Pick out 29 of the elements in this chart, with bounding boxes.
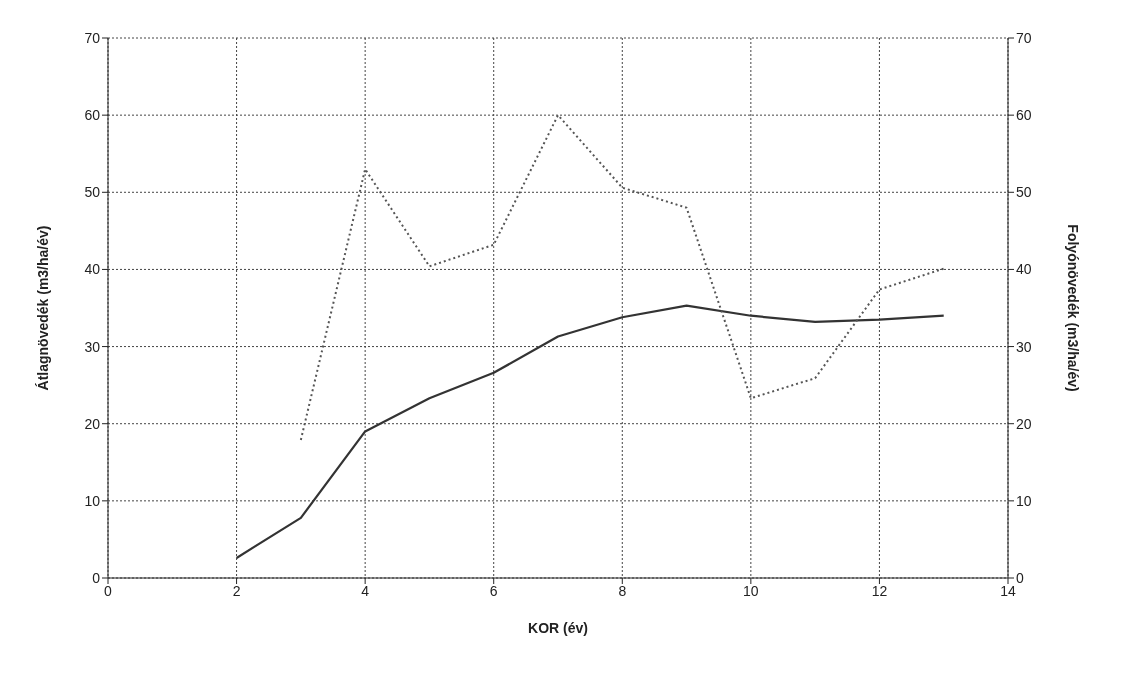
- x-tick-label: 0: [104, 582, 113, 599]
- y2-tick-label: 0: [1016, 569, 1024, 586]
- y2-tick-label: 50: [1016, 184, 1032, 201]
- x-tick-label: 10: [743, 582, 759, 599]
- y-tick-label: 0: [92, 569, 101, 586]
- y-tick-label: 60: [84, 107, 101, 124]
- y-tick-label: 20: [84, 415, 101, 432]
- x-tick-label: 12: [871, 582, 888, 599]
- y-tick-label: 40: [84, 261, 101, 278]
- y-tick-label: 10: [84, 492, 101, 509]
- line-series: [299, 114, 945, 441]
- y2-tick-label: 60: [1016, 107, 1032, 124]
- y-axis-title: Átlagnövedék (m3/ha/év): [34, 225, 51, 391]
- x-tick-label: 8: [618, 582, 627, 599]
- y2-tick-label: 10: [1016, 492, 1032, 509]
- line-series: [235, 304, 945, 560]
- y-tick-label: 30: [84, 338, 101, 355]
- x-tick-label: 14: [1000, 582, 1016, 599]
- y-tick-label: 70: [84, 29, 101, 46]
- y-tick-label: 50: [84, 184, 101, 201]
- y2-tick-label: 40: [1016, 261, 1032, 278]
- y2-tick-label: 30: [1016, 338, 1032, 355]
- x-axis-title: KOR (év): [528, 620, 588, 636]
- y2-axis-title: Folyónövedék (m3/ha/év): [1065, 224, 1082, 392]
- x-tick-label: 4: [361, 582, 370, 599]
- x-tick-label: 6: [489, 582, 498, 599]
- x-tick-label: 2: [232, 582, 241, 599]
- y2-tick-label: 20: [1016, 415, 1032, 432]
- y2-tick-label: 70: [1016, 29, 1032, 46]
